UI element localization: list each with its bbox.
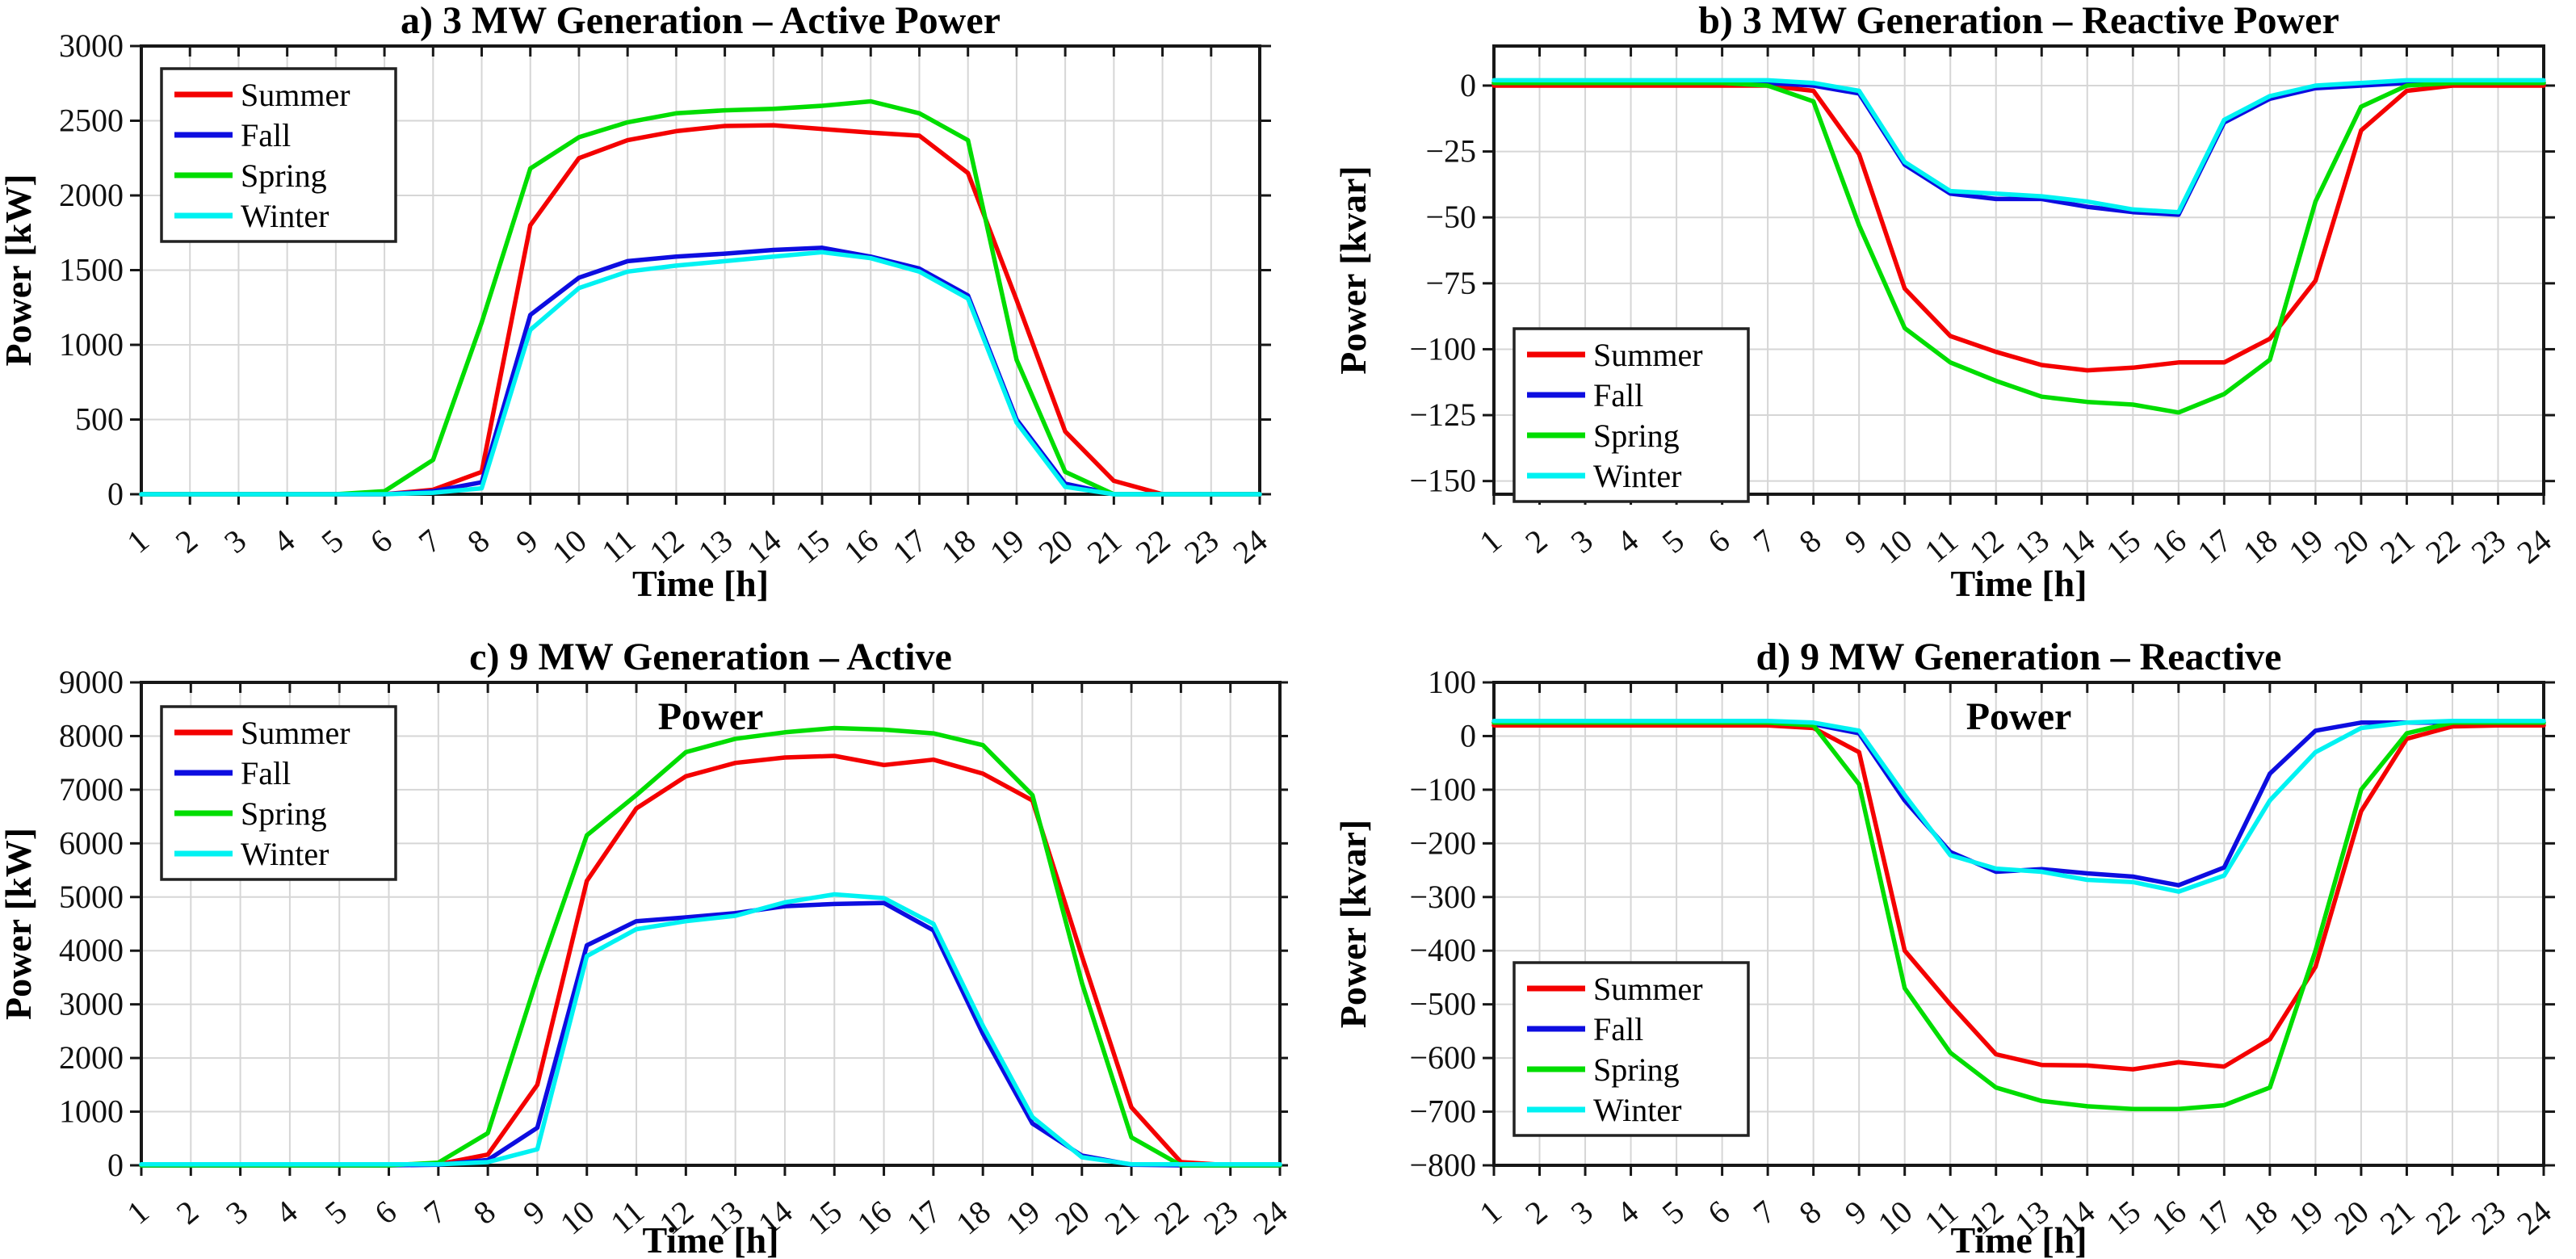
series-line-winter bbox=[1491, 78, 2546, 215]
y-tick-label: −100 bbox=[1409, 330, 1476, 367]
y-tick-label: 1000 bbox=[59, 1093, 124, 1130]
chart-title: c) 9 MW Generation – Active bbox=[469, 636, 952, 678]
legend: Summer Fall Spring Winter bbox=[1512, 961, 1750, 1137]
panel-d-9mw-reactive-power: 100 0 −100 −200 −300 −400 −500 −600 −700 −800 1 2 3 4… bbox=[1288, 629, 2576, 1259]
y-axis-label: Power [kvar] bbox=[1332, 820, 1374, 1028]
y-tick-label: −600 bbox=[1409, 1039, 1476, 1076]
legend-label-winter: Winter bbox=[1593, 458, 1681, 494]
x-axis-label: Time [h] bbox=[632, 563, 769, 604]
legend-label-spring: Spring bbox=[1593, 418, 1680, 454]
y-tick-label: 6000 bbox=[59, 825, 124, 861]
panel-b-3mw-reactive-power: 0 −25 −50 −75 −100 −125 −150 1 2 3 4 5 6 7 8 9 10 11 12 13 1… bbox=[1288, 0, 2576, 630]
series-lines bbox=[1491, 719, 2546, 1111]
y-tick-label: −125 bbox=[1409, 397, 1476, 433]
legend: Summer Fall Spring Winter bbox=[1512, 327, 1750, 503]
legend-label-summer: Summer bbox=[241, 715, 350, 751]
y-tick-label: 100 bbox=[1428, 664, 1476, 700]
legend-label-fall: Fall bbox=[1593, 377, 1643, 413]
y-tick-label: 7000 bbox=[59, 771, 124, 808]
y-axis-label: Power [kW] bbox=[0, 828, 39, 1020]
y-tick-label: 3000 bbox=[59, 27, 124, 64]
legend-label-summer: Summer bbox=[1593, 971, 1703, 1007]
legend-label-winter: Winter bbox=[241, 198, 329, 234]
series-line-winter bbox=[139, 892, 1282, 1167]
y-tick-labels: 100 0 −100 −200 −300 −400 −500 −600 −700 −800 bbox=[1409, 664, 1476, 1183]
y-tick-label: 0 bbox=[1460, 67, 1476, 103]
x-axis-label: Time [h] bbox=[1950, 1219, 2087, 1259]
legend-label-summer: Summer bbox=[1593, 337, 1703, 373]
y-tick-label: −150 bbox=[1409, 463, 1476, 499]
axis-box bbox=[140, 44, 1261, 496]
y-tick-label: 2000 bbox=[59, 177, 124, 213]
y-tick-label: 5000 bbox=[59, 879, 124, 915]
legend-label-summer: Summer bbox=[241, 77, 350, 113]
y-tick-labels: 9000 8000 7000 6000 5000 4000 3000 2000 1000 0 bbox=[59, 664, 124, 1183]
y-axis-label: Power [kvar] bbox=[1332, 166, 1374, 374]
y-tick-label: 1000 bbox=[59, 326, 124, 363]
y-tick-label: 1500 bbox=[59, 252, 124, 288]
y-tick-label: 0 bbox=[1460, 717, 1476, 753]
panel-a-3mw-active-power: 3000 2500 2000 1500 1000 500 0 1 2 3 4 5 6 7 8 9 10 11 12 1… bbox=[0, 0, 1288, 630]
series-lines bbox=[139, 99, 1262, 497]
legend-label-fall: Fall bbox=[241, 117, 291, 153]
series-line-winter bbox=[1491, 719, 2546, 894]
y-tick-labels: 3000 2500 2000 1500 1000 500 0 bbox=[59, 27, 124, 512]
y-tick-label: −800 bbox=[1409, 1147, 1476, 1183]
y-tick-label: −700 bbox=[1409, 1093, 1476, 1130]
series-line-winter bbox=[139, 250, 1262, 497]
axis-box bbox=[140, 681, 1282, 1167]
legend-label-winter: Winter bbox=[241, 836, 329, 872]
y-tick-label: 500 bbox=[75, 401, 124, 438]
axis-box bbox=[1492, 681, 2545, 1167]
y-tick-label: 4000 bbox=[59, 932, 124, 968]
y-tick-label: −500 bbox=[1409, 986, 1476, 1022]
y-tick-label: 2500 bbox=[59, 103, 124, 139]
legend-label-spring: Spring bbox=[241, 795, 327, 832]
y-tick-label: 9000 bbox=[59, 664, 124, 700]
panel-c-9mw-active-power: 9000 8000 7000 6000 5000 4000 3000 2000 1000 0 1 2 3… bbox=[0, 629, 1294, 1259]
y-tick-label: −25 bbox=[1425, 133, 1476, 170]
y-tick-label: −300 bbox=[1409, 879, 1476, 915]
chart-title: b) 3 MW Generation – Reactive Power bbox=[1698, 0, 2339, 42]
chart-title: a) 3 MW Generation – Active Power bbox=[401, 0, 1001, 42]
y-tick-label: −400 bbox=[1409, 932, 1476, 968]
series-line-summer bbox=[1491, 723, 2546, 1072]
legend-label-spring: Spring bbox=[1593, 1051, 1680, 1088]
legend-label-winter: Winter bbox=[1593, 1092, 1681, 1128]
legend: Summer Fall Spring Winter bbox=[160, 67, 397, 243]
y-tick-label: 2000 bbox=[59, 1039, 124, 1076]
series-lines bbox=[139, 725, 1282, 1168]
y-tick-labels: 0 −25 −50 −75 −100 −125 −150 bbox=[1409, 67, 1476, 499]
series-line-spring bbox=[1491, 80, 2546, 415]
chart-title-line2: Power bbox=[1966, 695, 2072, 738]
y-tick-label: 3000 bbox=[59, 986, 124, 1022]
axis-box bbox=[1492, 44, 2545, 496]
x-axis-label: Time [h] bbox=[1950, 563, 2087, 604]
y-tick-label: 0 bbox=[107, 1147, 124, 1183]
y-axis-label: Power [kW] bbox=[0, 174, 39, 366]
y-tick-label: 8000 bbox=[59, 717, 124, 753]
chart-title-line2: Power bbox=[658, 695, 764, 738]
y-tick-label: −100 bbox=[1409, 771, 1476, 808]
series-lines bbox=[1491, 78, 2546, 415]
y-tick-label: 0 bbox=[107, 476, 124, 512]
y-tick-label: −50 bbox=[1425, 199, 1476, 235]
legend-label-fall: Fall bbox=[1593, 1011, 1643, 1047]
chart-title: d) 9 MW Generation – Reactive bbox=[1756, 636, 2282, 678]
legend-label-spring: Spring bbox=[241, 157, 327, 194]
x-axis-label: Time [h] bbox=[642, 1219, 778, 1259]
series-line-summer bbox=[1491, 83, 2546, 373]
y-tick-label: −75 bbox=[1425, 265, 1476, 301]
legend-label-fall: Fall bbox=[241, 755, 291, 791]
legend: Summer Fall Spring Winter bbox=[160, 705, 397, 881]
y-tick-label: −200 bbox=[1409, 825, 1476, 861]
